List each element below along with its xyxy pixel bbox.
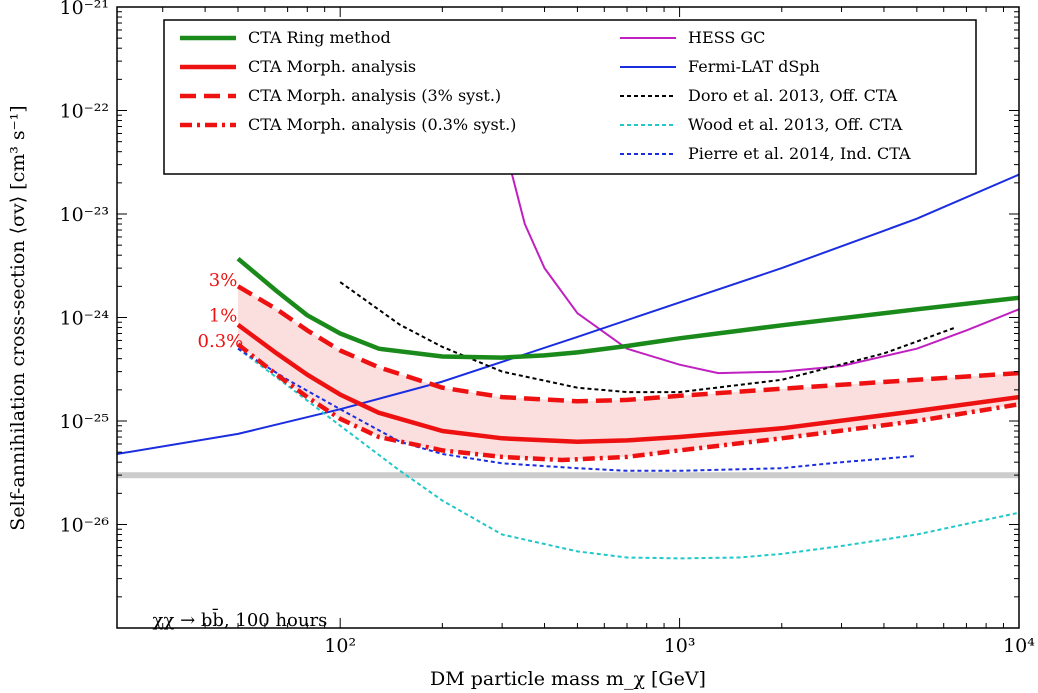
y-tick-label: 10⁻²⁴ <box>60 308 110 330</box>
legend-box <box>163 19 977 175</box>
legend-label: Pierre et al. 2014, Ind. CTA <box>688 144 911 163</box>
legend-label: HESS GC <box>688 28 765 47</box>
annotation: 3% <box>209 270 238 291</box>
legend-label: CTA Morph. analysis <box>248 57 416 76</box>
y-tick-label: 10⁻²² <box>60 101 109 123</box>
y-tick-label: 10⁻²⁵ <box>60 411 109 433</box>
annotation: 1% <box>209 305 238 326</box>
y-tick-label: 10⁻²¹ <box>60 0 109 19</box>
legend-label: Wood et al. 2013, Off. CTA <box>688 115 903 134</box>
x-tick-label: 10³ <box>664 635 696 657</box>
annotation: 0.3% <box>198 331 244 352</box>
annotations: χχ → bb̄, 100 hours 3% 1% 0.3% <box>153 270 328 631</box>
series-line-cta-morph-analysis-0-3-syst <box>236 342 1019 463</box>
series-line-wood-et-al-2013-off-cta <box>237 347 1019 560</box>
x-tick-label: 10² <box>324 635 356 657</box>
annotation: χχ → bb̄, 100 hours <box>153 607 328 631</box>
series-line-pierre-et-al-2014-ind-cta <box>237 347 917 472</box>
legend-label: CTA Morph. analysis (0.3% syst.) <box>248 115 516 134</box>
legend-label: CTA Ring method <box>248 28 391 47</box>
series-line-fermi-lat-dsph <box>117 173 1019 455</box>
axis-ticks: 10⁻²¹ 10⁻²² 10⁻²³ 10⁻²⁴ 10⁻²⁵ 10⁻²⁶ 10² 10³ 10⁴ <box>60 0 1036 657</box>
systematics-band <box>238 286 1019 460</box>
legend-label: Doro et al. 2013, Off. CTA <box>688 86 898 105</box>
x-axis-label: DM particle mass m_χ [GeV] <box>430 668 706 690</box>
y-axis-label: Self-annihilation cross-section ⟨σv⟩ [cm… <box>7 105 29 530</box>
series-line-cta-ring-method <box>236 256 1019 360</box>
series-line-hess-gc <box>501 120 1019 375</box>
x-tick-label: 10⁴ <box>1003 635 1035 657</box>
series-line-cta-morph-analysis <box>236 322 1019 445</box>
legend-label: CTA Morph. analysis (3% syst.) <box>248 86 501 105</box>
y-tick-label: 10⁻²⁶ <box>60 515 110 537</box>
plot-area <box>117 120 1019 560</box>
series-line-doro-et-al-2013-off-cta <box>339 281 956 394</box>
y-tick-label: 10⁻²³ <box>60 204 109 226</box>
thermal-band <box>117 472 1019 479</box>
legend-label: Fermi-LAT dSph <box>688 57 820 76</box>
legend: CTA Ring method CTA Morph. analysis CTA Mo… <box>163 19 977 175</box>
series-line-cta-morph-analysis-3-syst <box>236 284 1019 404</box>
